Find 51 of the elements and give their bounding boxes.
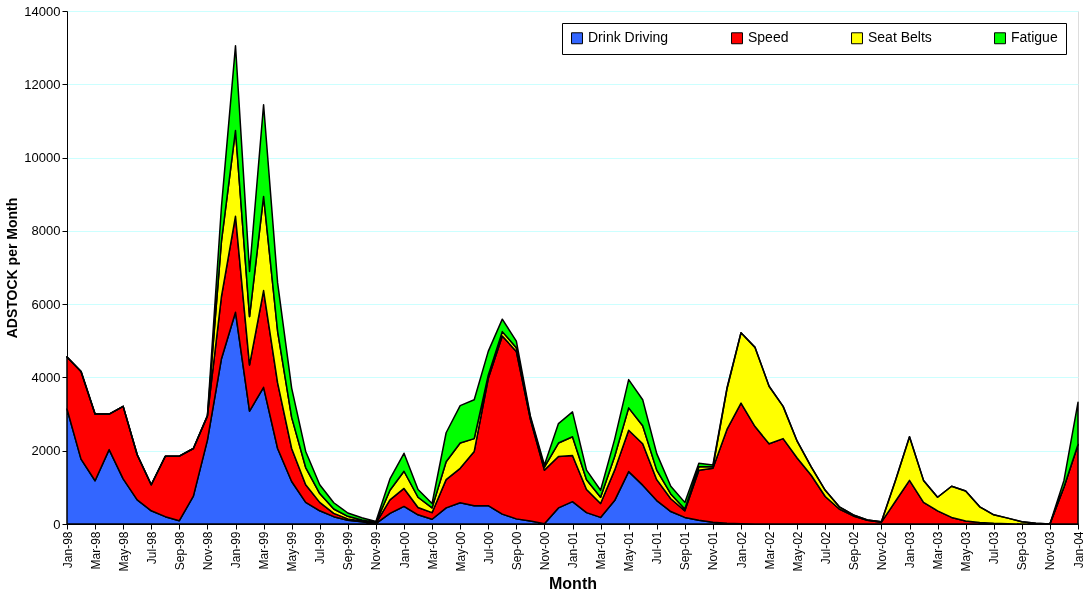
y-tick-label: 8000 bbox=[31, 223, 61, 239]
x-tick-label: Mar-99 bbox=[257, 531, 272, 570]
x-tick-label: Jan-02 bbox=[734, 531, 749, 569]
x-tick-label: Mar-02 bbox=[762, 531, 777, 570]
x-tick-label: May-98 bbox=[116, 531, 131, 572]
x-tick-label: Jan-01 bbox=[566, 531, 580, 569]
x-tick-label: Sep-98 bbox=[172, 531, 187, 571]
y-tick-label: 0 bbox=[53, 516, 61, 532]
y-tick-label: 2000 bbox=[31, 443, 61, 459]
y-tick-label: 10000 bbox=[24, 150, 61, 166]
x-tick-label: Jan-03 bbox=[903, 531, 917, 569]
legend-label: Drink Driving bbox=[588, 29, 669, 46]
x-tick-label: Jul-01 bbox=[650, 531, 665, 565]
x-tick-label: Sep-02 bbox=[846, 531, 861, 571]
x-tick-label: Jan-00 bbox=[397, 531, 412, 569]
x-tick-label: Mar-00 bbox=[425, 531, 440, 570]
x-tick-label: Sep-03 bbox=[1015, 531, 1030, 571]
x-tick-label: Mar-03 bbox=[931, 531, 946, 570]
x-tick-label: Sep-99 bbox=[341, 531, 356, 571]
x-tick-label: Nov-03 bbox=[1043, 531, 1058, 571]
y-tick-label: 6000 bbox=[31, 296, 61, 312]
y-axis-title: ADSTOCK per Month bbox=[4, 197, 21, 339]
x-tick-label: Jan-99 bbox=[229, 531, 243, 569]
y-tick-label: 4000 bbox=[31, 369, 61, 385]
x-tick-label: May-01 bbox=[622, 531, 637, 572]
legend-label: Speed bbox=[748, 29, 789, 46]
x-tick-label: Nov-00 bbox=[537, 531, 552, 571]
x-tick-label: Nov-02 bbox=[874, 531, 889, 571]
x-tick-label: Jul-00 bbox=[481, 531, 496, 565]
x-tick-label: Sep-01 bbox=[678, 531, 693, 571]
x-tick-label: Jul-99 bbox=[313, 531, 328, 565]
x-tick-label: May-00 bbox=[453, 531, 468, 572]
x-tick-label: Jul-03 bbox=[987, 531, 1002, 565]
x-tick-label: Mar-98 bbox=[88, 531, 103, 570]
legend-label: Seat Belts bbox=[868, 29, 932, 46]
x-tick-label: Mar-01 bbox=[594, 531, 609, 570]
x-tick-label: Nov-99 bbox=[369, 531, 384, 571]
x-tick-label: Jul-98 bbox=[144, 531, 159, 565]
x-tick-label: May-03 bbox=[959, 531, 974, 572]
x-tick-label: Jan-04 bbox=[1071, 531, 1086, 569]
x-tick-label: Nov-98 bbox=[200, 531, 215, 571]
legend-label: Fatigue bbox=[1011, 29, 1058, 46]
x-axis-title: Month bbox=[549, 574, 597, 592]
x-tick-label: Nov-01 bbox=[706, 531, 721, 571]
y-tick-label: 12000 bbox=[24, 76, 61, 92]
x-tick-label: Jul-02 bbox=[818, 531, 833, 565]
x-tick-label: May-99 bbox=[285, 531, 300, 572]
y-tick-label: 14000 bbox=[24, 3, 61, 19]
x-tick-label: Sep-00 bbox=[509, 531, 524, 571]
x-tick-label: Jan-98 bbox=[60, 531, 75, 569]
x-tick-label: May-02 bbox=[790, 531, 805, 572]
